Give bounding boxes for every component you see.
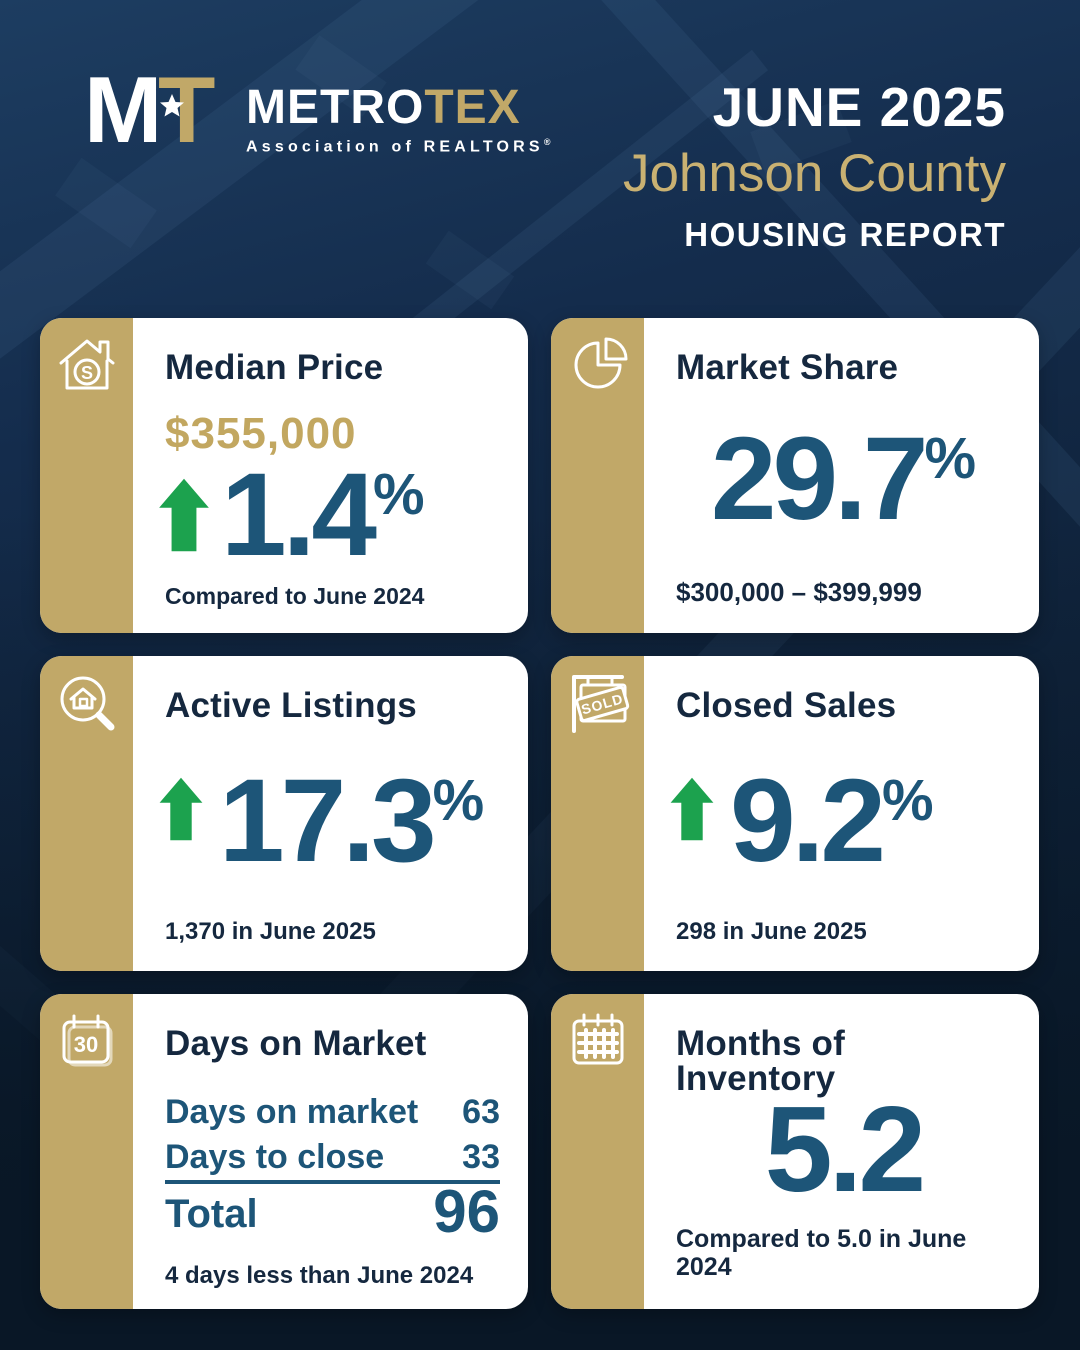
stat-percent-change: 17.3: [219, 755, 437, 887]
house-search-icon: [53, 669, 121, 737]
stat-percent-change: 9.2: [730, 755, 886, 887]
svg-text:M: M: [84, 68, 162, 154]
card-active-listings: Active Listings 17.3 % 1,370 in June 202…: [40, 656, 528, 971]
percent-sign: %: [882, 768, 934, 833]
inventory-value: 5.2: [764, 1081, 927, 1217]
calendar-grid-icon: [564, 1007, 632, 1075]
card-footnote: 298 in June 2025: [676, 917, 867, 945]
row-value: 63: [462, 1093, 500, 1131]
card-title: Days on Market: [165, 1024, 427, 1063]
card-title: Market Share: [676, 348, 899, 387]
card-title: Closed Sales: [676, 686, 897, 725]
card-closed-sales: SOLD Closed Sales 9.2 % 298 in June 2025: [551, 656, 1039, 971]
percent-sign: %: [432, 768, 485, 833]
metrotex-logo: M T METROTEX Association of REALTORS®: [84, 68, 550, 156]
up-arrow-icon: [159, 777, 203, 841]
card-months-of-inventory: Months of Inventory 5.2 Compared to 5.0 …: [551, 994, 1039, 1309]
report-period: JUNE 2025: [712, 76, 1006, 138]
card-footnote: 1,370 in June 2025: [165, 917, 376, 945]
card-content: Days on Market Days on market 63 Days to…: [165, 994, 500, 1309]
report-header: JUNE 2025 Johnson County HOUSING REPORT: [622, 76, 1006, 253]
card-content: Months of Inventory 5.2 Compared to 5.0 …: [676, 994, 1011, 1309]
card-title: Median Price: [165, 348, 384, 387]
card-content: Median Price $355,000 1.4 % Compared to …: [159, 318, 500, 633]
card-content: Closed Sales 9.2 % 298 in June 2025: [670, 656, 1011, 971]
days-on-market-row: Days on market 63: [165, 1092, 500, 1137]
card-days-on-market: 30 Days on Market Days on market 63 Days…: [40, 994, 528, 1309]
brand-name: METROTEX: [246, 81, 521, 134]
stat-value-row: 29.7 %: [676, 413, 1011, 545]
card-content: Market Share 29.7 % $300,000 – $399,999: [676, 318, 1011, 633]
card-median-price: S Median Price $355,000 1.4 % Compared t…: [40, 318, 528, 633]
brand-tagline: Association of REALTORS®: [246, 137, 551, 156]
total-label: Total: [165, 1192, 258, 1236]
calendar-30-icon: 30: [53, 1007, 121, 1075]
percent-sign: %: [924, 426, 977, 491]
report-title: HOUSING REPORT: [684, 216, 1006, 253]
house-dollar-icon: S: [53, 331, 121, 399]
stat-value-row: 9.2 %: [666, 755, 934, 887]
days-to-close-row: Days to close 33: [165, 1137, 500, 1182]
svg-text:30: 30: [74, 1032, 98, 1057]
brand-text: METROTEX Association of REALTORS®: [246, 68, 550, 156]
report-region: Johnson County: [622, 144, 1006, 203]
pie-chart-icon: [564, 331, 632, 399]
card-content: Active Listings 17.3 % 1,370 in June 202…: [159, 656, 500, 971]
stat-cards-grid: S Median Price $355,000 1.4 % Compared t…: [40, 318, 1039, 1309]
gold-stripe: [551, 318, 644, 633]
gold-stripe: [40, 318, 133, 633]
metrotex-monogram-icon: M T: [84, 68, 215, 154]
total-value: 96: [433, 1178, 500, 1245]
card-footnote: 4 days less than June 2024: [165, 1261, 474, 1289]
card-footnote: Compared to 5.0 in June 2024: [676, 1225, 967, 1281]
card-title: Active Listings: [165, 686, 417, 725]
stat-percent-change: 1.4: [221, 449, 377, 581]
stat-value-row: 1.4 %: [155, 449, 425, 581]
stat-value-row: 17.3 %: [155, 755, 485, 887]
up-arrow-icon: [159, 478, 209, 552]
gold-stripe: [40, 994, 133, 1309]
card-footnote: Compared to June 2024: [165, 582, 425, 609]
row-value: 33: [462, 1138, 500, 1176]
sold-sign-icon: SOLD: [564, 669, 632, 737]
stat-percent-value: 29.7: [710, 413, 929, 545]
gold-stripe: [551, 994, 644, 1309]
row-label: Days to close: [165, 1138, 385, 1176]
card-title: Months of Inventory: [676, 1024, 845, 1098]
total-divider: [165, 1180, 500, 1184]
row-label: Days on market: [165, 1093, 419, 1131]
card-market-share: Market Share 29.7 % $300,000 – $399,999: [551, 318, 1039, 633]
svg-text:S: S: [81, 363, 93, 383]
card-footnote: $300,000 – $399,999: [676, 577, 922, 608]
up-arrow-icon: [670, 777, 714, 841]
star-icon: [160, 94, 184, 117]
stat-value-row: 5.2: [676, 1081, 1011, 1217]
median-price-value: $355,000: [165, 409, 357, 458]
days-breakdown: Days on market 63 Days to close 33: [165, 1092, 500, 1182]
percent-sign: %: [373, 462, 425, 527]
